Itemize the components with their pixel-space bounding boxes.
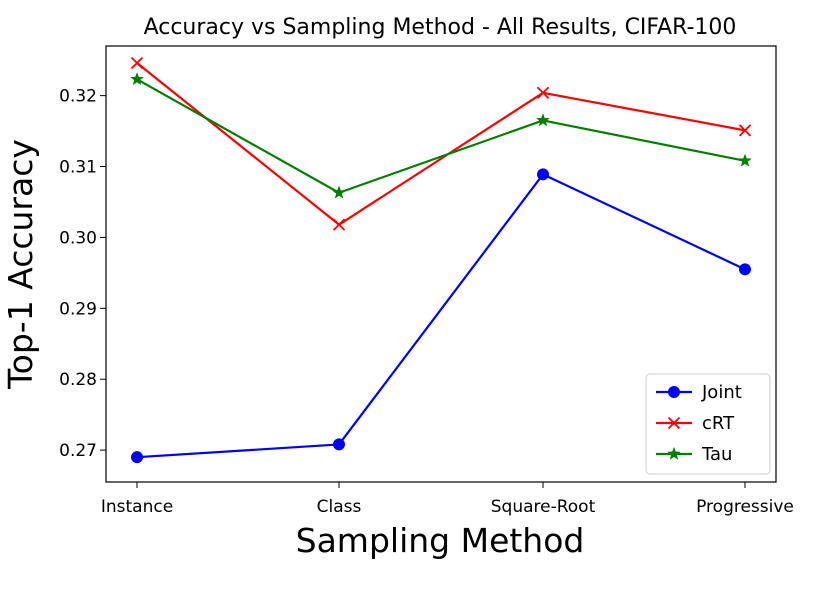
x-axis: Instance Class Square-Root Progressive (101, 482, 794, 517)
series-line-joint (136, 173, 746, 459)
chart-title: Accuracy vs Sampling Method - All Result… (144, 15, 737, 40)
series-joint (131, 168, 751, 464)
legend-label-joint: Joint (701, 382, 742, 403)
series-line-tau (136, 78, 746, 194)
x-tick-label: Class (317, 497, 362, 517)
data-point-tau (130, 72, 144, 86)
series-layer (130, 56, 752, 464)
plot-area (105, 45, 777, 483)
x-tick-label: Square-Root (491, 497, 596, 517)
data-point-crt (332, 218, 346, 231)
data-point-joint (739, 263, 751, 276)
data-point-crt (130, 56, 144, 70)
y-tick-label: 0.31 (59, 158, 97, 178)
data-point-tau (536, 113, 550, 127)
x-tick-label: Instance (101, 497, 173, 517)
y-tick-label: 0.27 (59, 441, 97, 461)
legend-label-crt: cRT (702, 413, 735, 434)
legend: Joint cRT Tau (645, 373, 771, 475)
legend-marker-joint (668, 386, 680, 398)
series-line-crt (136, 62, 746, 226)
x-axis-label: Sampling Method (296, 521, 585, 560)
series-tau (130, 72, 752, 199)
y-tick-label: 0.29 (59, 299, 97, 319)
y-axis-label: Top-1 Accuracy (1, 139, 40, 390)
series-crt (130, 56, 752, 231)
legend-label-tau: Tau (701, 444, 732, 465)
data-point-joint (131, 451, 143, 464)
y-tick-label: 0.32 (59, 87, 97, 107)
data-point-joint (537, 168, 549, 181)
data-point-tau (332, 185, 346, 199)
data-point-crt (536, 86, 550, 99)
legend-marker-tau (667, 446, 681, 460)
legend-box (645, 373, 771, 475)
y-tick-label: 0.30 (59, 228, 97, 248)
data-point-joint (333, 438, 345, 451)
data-point-crt (738, 124, 752, 137)
legend-marker-crt (667, 416, 681, 430)
data-point-tau (738, 153, 752, 167)
y-axis: 0.27 0.28 0.29 0.30 0.31 0.32 (59, 87, 106, 461)
y-tick-label: 0.28 (59, 370, 97, 390)
x-tick-label: Progressive (696, 497, 794, 517)
